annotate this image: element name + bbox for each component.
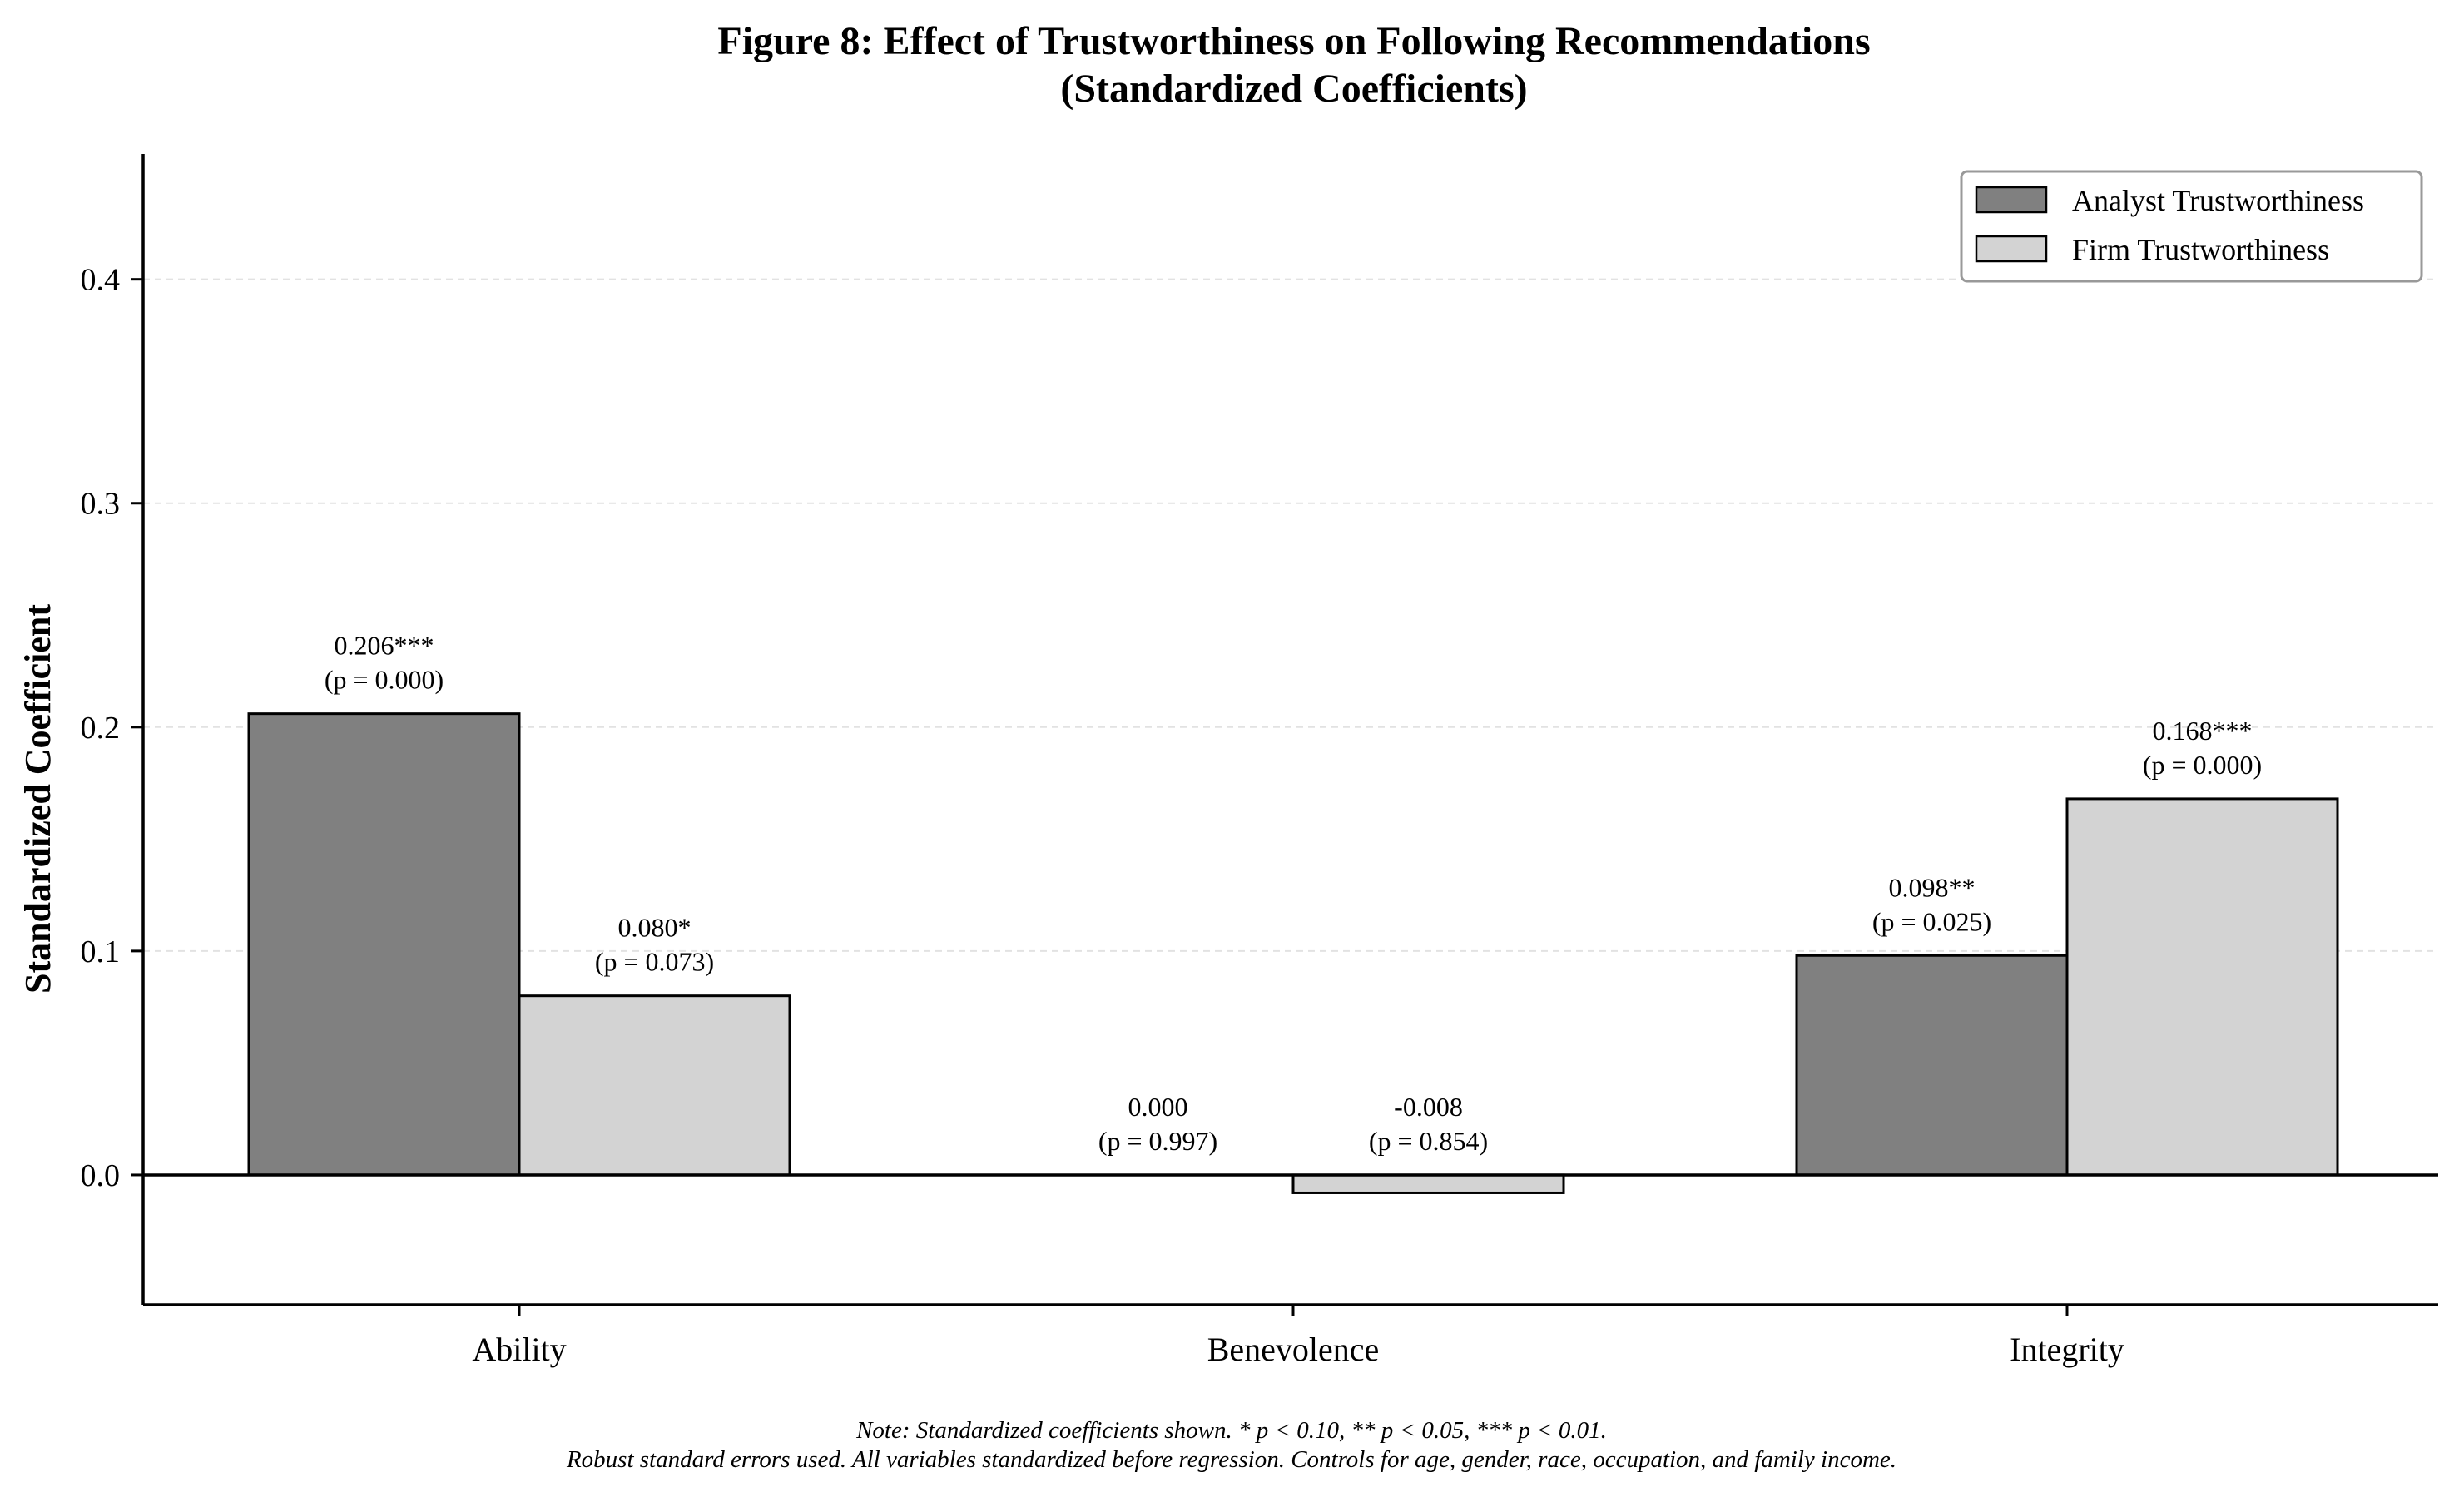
data-label-value: 0.206*** <box>335 631 434 661</box>
legend-label-firm: Firm Trustworthiness <box>2072 233 2329 266</box>
data-label-pvalue: (p = 0.025) <box>1872 906 1991 936</box>
y-tick-label: 0.1 <box>81 934 121 969</box>
data-label-value: 0.098** <box>1889 872 1976 902</box>
data-label-value: 0.168*** <box>2153 716 2253 746</box>
data-labels: 0.206*** (p = 0.000) 0.000 (p = 0.997) 0.098… <box>325 631 2262 1156</box>
axes: 0.0 0.1 0.2 0.3 0.4 Ability Benevolence Integri… <box>81 154 2438 1368</box>
data-label-value: 0.000 <box>1128 1092 1188 1122</box>
y-axis-label: Standardized Coefficient <box>17 604 58 994</box>
y-tick-label: 0.0 <box>81 1158 121 1193</box>
y-tick-label: 0.4 <box>81 263 121 298</box>
bar-benevolence-firm <box>1291 1173 1565 1194</box>
data-label-value: -0.008 <box>1394 1092 1463 1122</box>
x-tick-label: Integrity <box>2010 1331 2124 1368</box>
x-tick-label: Ability <box>472 1331 566 1368</box>
data-label-pvalue: (p = 0.997) <box>1098 1126 1217 1156</box>
data-label-pvalue: (p = 0.000) <box>325 665 444 695</box>
bars <box>247 712 2339 1194</box>
legend-swatch-analyst <box>1975 186 2048 214</box>
data-label-value: 0.080* <box>618 913 692 943</box>
bar-integrity-firm <box>2065 797 2339 1177</box>
data-label-pvalue: (p = 0.854) <box>1369 1126 1488 1156</box>
bar-integrity-analyst <box>1795 954 2069 1177</box>
note-line-2: Robust standard errors used. All variabl… <box>566 1446 1896 1473</box>
legend-box <box>1960 170 2423 283</box>
y-tick-label: 0.2 <box>81 711 121 746</box>
note-line-1: Note: Standardized coefficients shown. *… <box>855 1417 1607 1444</box>
chart-subtitle: (Standardized Coefficients) <box>1060 67 1527 111</box>
data-label-pvalue: (p = 0.000) <box>2143 750 2262 780</box>
legend-swatch-firm <box>1975 235 2048 263</box>
data-label-pvalue: (p = 0.073) <box>595 947 714 977</box>
x-tick-label: Benevolence <box>1207 1331 1380 1368</box>
legend: Analyst Trustworthiness Firm Trustworthi… <box>1960 170 2423 283</box>
bar-ability-analyst <box>247 712 521 1177</box>
bar-ability-firm <box>518 994 791 1177</box>
y-tick-label: 0.3 <box>81 487 121 522</box>
legend-label-analyst: Analyst Trustworthiness <box>2072 184 2364 217</box>
chart-title: Figure 8: Effect of Trustworthiness on F… <box>717 19 1870 63</box>
